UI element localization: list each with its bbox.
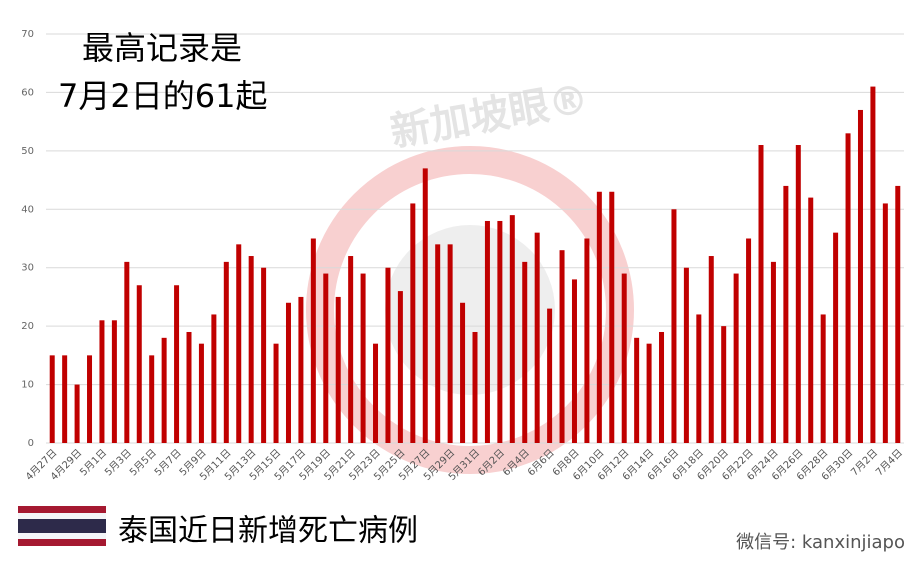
y-tick-label: 20 [21, 321, 34, 332]
y-tick-label: 30 [21, 263, 34, 274]
flag [18, 506, 106, 546]
bar [385, 267, 391, 443]
bar [211, 314, 217, 443]
x-tick-label: 5月1日 [78, 447, 110, 479]
bar [360, 273, 366, 443]
bar [310, 238, 316, 443]
bar [733, 273, 739, 443]
chart-title: 泰国近日新增死亡病例 [118, 514, 418, 549]
bar [845, 133, 851, 444]
x-tick-label: 5月5日 [127, 447, 159, 479]
annotation: 7月2日的61起 [58, 77, 267, 115]
bar [472, 331, 478, 443]
bar [99, 320, 105, 443]
bar [571, 279, 577, 443]
bar [671, 209, 677, 443]
watermark-ring [306, 146, 634, 474]
bar [609, 191, 615, 443]
bar [460, 302, 466, 443]
bar [509, 215, 515, 443]
bar [882, 203, 888, 443]
footer: 微信号: kanxinjiapo [736, 532, 905, 553]
bar [248, 256, 254, 443]
bar [634, 337, 640, 443]
bar [746, 238, 752, 443]
y-tick-label: 50 [21, 146, 34, 157]
bar [584, 238, 590, 443]
bar [596, 191, 602, 443]
bar [323, 273, 329, 443]
bar [808, 197, 814, 443]
y-tick-label: 0 [28, 438, 34, 449]
bar [522, 261, 528, 443]
y-tick-label: 40 [21, 204, 34, 215]
bar [435, 244, 441, 443]
bar [484, 220, 490, 443]
bar [659, 331, 665, 443]
bar [410, 203, 416, 443]
bar [236, 244, 242, 443]
bar [683, 267, 689, 443]
bar [149, 355, 155, 443]
x-tick-label: 7月2日 [849, 447, 881, 479]
bar [124, 261, 130, 443]
bar [758, 145, 764, 443]
bar [186, 331, 192, 443]
bar [74, 384, 80, 443]
bar [161, 337, 167, 443]
bar [136, 285, 142, 443]
annotation: 最高记录是 [82, 29, 242, 67]
bar [223, 261, 229, 443]
bar [559, 250, 565, 443]
bar [422, 168, 428, 443]
bar [261, 267, 267, 443]
bar [285, 302, 291, 443]
bar [397, 291, 403, 443]
watermark: 新加坡眼® [387, 76, 592, 156]
bar [770, 261, 776, 443]
bar [348, 256, 354, 443]
bar [833, 232, 839, 443]
bar [820, 314, 826, 443]
bar [696, 314, 702, 443]
bar [335, 296, 341, 443]
bar [87, 355, 93, 443]
bar [783, 185, 789, 443]
bar [373, 343, 379, 443]
bar [111, 320, 117, 443]
bar [721, 326, 727, 443]
bar [621, 273, 627, 443]
bar [49, 355, 55, 443]
x-tick-label: 5月7日 [152, 447, 184, 479]
bar [62, 355, 68, 443]
y-tick-label: 60 [21, 87, 34, 98]
bar [174, 285, 180, 443]
bar [795, 145, 801, 443]
y-tick-label: 10 [21, 380, 34, 391]
bar [870, 86, 876, 443]
x-tick-label: 7月4日 [873, 447, 905, 479]
x-tick-label: 5月3日 [102, 447, 134, 479]
bar [708, 256, 714, 443]
bar [298, 296, 304, 443]
bar [857, 109, 863, 443]
bar [497, 220, 503, 443]
bar [547, 308, 553, 443]
bar [447, 244, 453, 443]
bar [646, 343, 652, 443]
y-tick-label: 70 [21, 29, 34, 40]
bar [198, 343, 204, 443]
bar [273, 343, 279, 443]
bar [534, 232, 540, 443]
bar [895, 185, 901, 443]
